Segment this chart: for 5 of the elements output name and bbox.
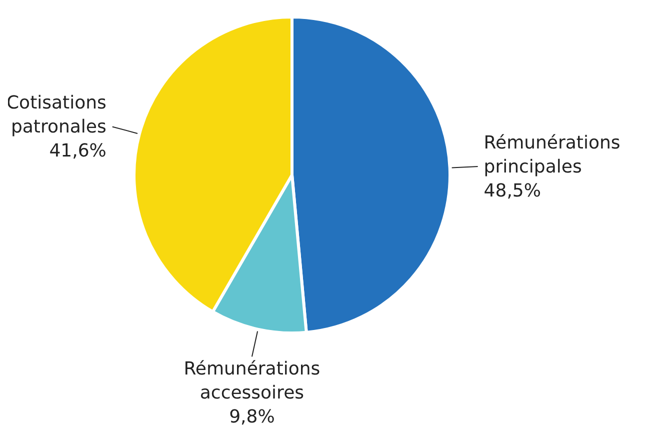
slice-label: Rémunérations principales: [484, 132, 620, 178]
data-label: 9,8%: [229, 406, 275, 428]
slice-label: Rémunérations accessoires: [184, 358, 320, 404]
data-label: 41,6%: [49, 140, 106, 162]
data-label: 48,5%: [484, 180, 541, 202]
